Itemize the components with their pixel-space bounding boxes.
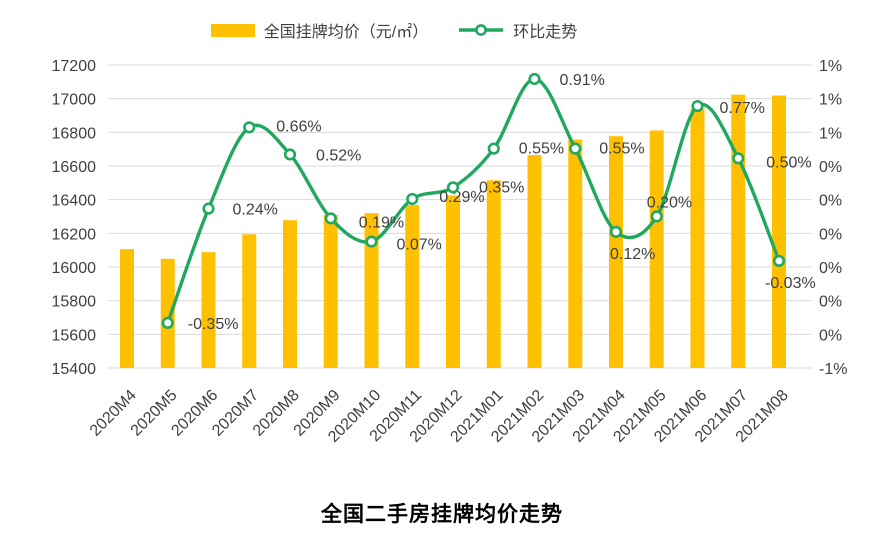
bar-series-swatch (210, 23, 255, 37)
point-label-2020M5: -0.35% (188, 316, 239, 333)
y-left-tick: 15400 (52, 361, 97, 378)
y-left-tick: 15600 (52, 327, 97, 344)
bar-2021M03 (568, 139, 583, 368)
bar-2021M04 (609, 136, 623, 368)
marker-2020M9 (324, 212, 337, 225)
marker-2021M03 (569, 142, 582, 155)
y-left-tick: 16200 (52, 226, 97, 243)
y-left-tick: 17000 (52, 92, 97, 109)
marker-2021M06 (691, 99, 704, 113)
bar-2021M06 (690, 108, 705, 369)
point-label-2021M08: -0.03% (765, 275, 816, 292)
y-right-tick: 0% (819, 260, 842, 277)
y-left-tick: 16800 (52, 125, 97, 142)
bar-2021M05 (649, 130, 664, 368)
y-left-tick: 16400 (52, 193, 97, 210)
bar-2021M07 (731, 94, 746, 369)
point-label-2021M03: 0.55% (599, 141, 644, 158)
marker-2020M11 (406, 192, 419, 206)
bar-2020M10 (364, 213, 379, 368)
y-right-tick: 1% (819, 92, 842, 109)
y-right-tick: 1% (819, 125, 842, 142)
y-right-tick: 1% (819, 58, 842, 75)
marker-2020M10 (365, 235, 378, 248)
y-left-tick: 15800 (52, 294, 97, 311)
marker-2021M02 (528, 72, 541, 86)
y-right-tick: -1% (819, 361, 847, 378)
point-label-2020M12: 0.35% (479, 179, 524, 196)
point-label-2020M7: 0.66% (276, 118, 321, 135)
combo-chart-plot: 17200 1% 17000 1% 16800 1% 16600 0% 16400 0% 16200… (52, 58, 848, 446)
point-label-2021M01: 0.55% (519, 141, 564, 158)
point-label-2021M02: 0.91% (560, 72, 605, 89)
y-right-tick: 0% (819, 294, 842, 311)
bar-2020M6 (201, 252, 216, 368)
bar-2020M7 (242, 234, 257, 368)
point-label-2020M9: 0.19% (359, 214, 404, 231)
y-right-tick: 0% (819, 226, 842, 243)
legend-label-listing-price: 全国挂牌均价（元/㎡） (263, 24, 429, 41)
legend-item-mom-trend: 环比走势 (458, 18, 577, 42)
legend-item-listing-price: 全国挂牌均价（元/㎡） (210, 18, 429, 42)
bar-2021M08 (772, 95, 786, 369)
point-label-2021M07: 0.50% (766, 154, 811, 171)
marker-2021M01 (487, 142, 500, 155)
line-series-swatch (459, 24, 504, 36)
marker-2020M12 (446, 181, 460, 194)
point-label-2021M06: 0.77% (720, 100, 765, 117)
bar-2020M11 (405, 205, 420, 368)
marker-2021M05 (650, 210, 663, 223)
y-left-tick: 16600 (52, 159, 97, 176)
y-right-tick: 0% (819, 159, 842, 176)
marker-2021M08 (772, 254, 786, 268)
marker-2020M8 (283, 148, 297, 161)
point-label-2021M05: 0.20% (647, 194, 692, 211)
chart-title: 全国二手房挂牌均价走势 (321, 503, 563, 526)
point-label-2021M04: 0.12% (610, 246, 655, 263)
bar-2020M9 (323, 214, 338, 368)
bar-2020M12 (446, 195, 460, 368)
marker-2021M07 (732, 152, 745, 165)
y-left-tick: 16000 (52, 260, 97, 277)
bar-2021M02 (527, 155, 542, 368)
y-left-tick: 17200 (52, 58, 97, 75)
marker-2020M5 (161, 316, 174, 329)
marker-2020M6 (202, 202, 215, 215)
bar-2020M5 (160, 258, 175, 368)
legend-label-mom-trend: 环比走势 (513, 24, 578, 41)
point-label-2020M6: 0.24% (233, 202, 278, 219)
chart-legend: 全国挂牌均价（元/㎡） 环比走势 (0, 18, 836, 42)
point-label-2020M10: 0.07% (397, 237, 442, 254)
point-label-2020M8: 0.52% (316, 147, 361, 164)
point-label-2020M11: 0.29% (439, 189, 484, 206)
bar-2020M8 (283, 220, 297, 368)
y-right-tick: 0% (819, 327, 842, 344)
bar-2020M4 (120, 249, 134, 368)
bar-2021M01 (486, 180, 501, 368)
y-right-tick: 0% (819, 193, 842, 210)
marker-2020M7 (243, 121, 256, 134)
marker-2021M04 (609, 225, 623, 238)
